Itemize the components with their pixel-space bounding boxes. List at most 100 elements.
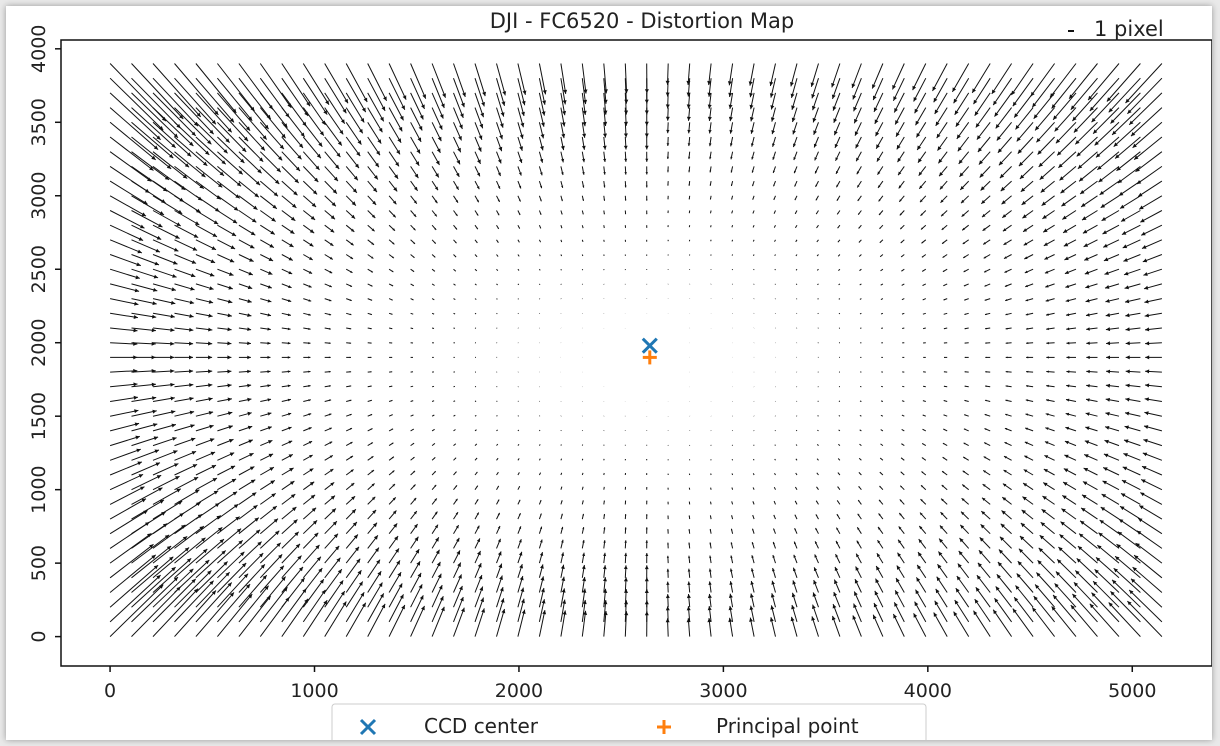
quiver-arrow (978, 549, 991, 564)
quiver-arrow (496, 499, 500, 505)
quiver-arrow (792, 567, 798, 578)
quiver-arrow (644, 565, 649, 578)
quiver-arrow (217, 283, 233, 290)
quiver-arrow (954, 92, 970, 116)
quiver-arrow (303, 327, 311, 330)
quiver-arrow (856, 180, 862, 188)
quiver-arrow (814, 541, 819, 549)
quiver-arrow (751, 541, 755, 549)
quiver-arrow (795, 254, 798, 257)
quiver-arrow (773, 528, 776, 534)
quiver-arrow (496, 312, 498, 315)
quiver-arrow (517, 239, 520, 243)
quiver-arrow (1085, 298, 1098, 303)
quiver-arrow (772, 554, 776, 564)
quiver-arrow (517, 136, 523, 151)
quiver-arrow (666, 581, 670, 593)
quiver-arrow (410, 195, 418, 205)
quiver-arrow (281, 77, 309, 117)
quiver-arrow (976, 121, 991, 140)
quiver-arrow (345, 469, 354, 476)
quiver-arrow (790, 616, 798, 637)
quiver-arrow (817, 283, 819, 286)
quiver-arrow (174, 396, 194, 402)
quiver-arrow (131, 63, 184, 120)
quiver-arrow (730, 180, 734, 187)
quiver-arrow (131, 545, 172, 579)
quiver-arrow (260, 398, 272, 402)
quiver-arrow (686, 593, 691, 608)
quiver-arrow (174, 424, 195, 432)
quiver-arrow (813, 136, 819, 148)
quiver-arrow (560, 486, 563, 490)
y-tick-label: 500 (28, 545, 50, 581)
quiver-arrow (281, 298, 292, 302)
quiver-arrow (1005, 298, 1012, 302)
quiver-arrow (560, 210, 563, 215)
quiver-arrow (1046, 384, 1055, 388)
quiver-arrow (835, 151, 841, 162)
quiver-arrow (496, 415, 498, 417)
quiver-arrow (1046, 356, 1055, 359)
quiver-arrow (1002, 224, 1012, 232)
quiver-arrow (453, 585, 463, 608)
quiver-arrow (474, 63, 486, 97)
quiver-arrow (388, 385, 393, 388)
quiver-arrow (915, 107, 927, 126)
quiver-arrow (367, 496, 376, 505)
quiver-arrow (109, 554, 157, 593)
quiver-arrow (1105, 312, 1120, 317)
quiver-arrow (995, 586, 1012, 608)
quiver-arrow (302, 210, 316, 221)
quiver-arrow (731, 225, 734, 228)
quiver-arrow (1083, 467, 1098, 476)
quiver-arrow (953, 611, 970, 637)
quiver-arrow (388, 92, 404, 121)
quiver-arrow (769, 63, 776, 87)
quiver-arrow (1040, 521, 1055, 535)
quiver-arrow (1064, 454, 1077, 461)
quiver-arrow (837, 239, 841, 243)
quiver-arrow (217, 77, 253, 122)
quiver-arrow (238, 92, 269, 130)
x-tick-label: 5000 (1108, 680, 1156, 702)
quiver-arrow (1003, 455, 1012, 461)
quiver-arrow (538, 180, 543, 189)
quiver-arrow (897, 166, 905, 176)
quiver-arrow (152, 298, 176, 305)
quiver-arrow (816, 472, 819, 476)
quiver-arrow (1106, 63, 1141, 102)
quiver-arrow (195, 490, 219, 505)
quiver-arrow (984, 428, 991, 432)
quiver-arrow (1043, 239, 1055, 247)
quiver-arrow (324, 327, 331, 330)
quiver-arrow (1042, 482, 1055, 491)
quiver-arrow (728, 107, 734, 122)
quiver-arrow (1049, 63, 1077, 98)
quiver-arrow (474, 283, 477, 286)
quiver-arrow (431, 180, 439, 191)
quiver-arrow (878, 210, 884, 216)
quiver-arrow (1060, 180, 1077, 194)
quiver-arrow (1001, 210, 1012, 219)
quiver-arrow (538, 151, 544, 163)
quiver-arrow (109, 121, 157, 161)
quiver-arrow (260, 268, 273, 275)
quiver-arrow (217, 355, 232, 360)
quiver-arrow (496, 525, 501, 534)
quiver-arrow (1079, 180, 1098, 195)
quiver-arrow (687, 568, 691, 578)
quiver-arrow (560, 268, 562, 271)
quiver-arrow (895, 122, 905, 138)
quiver-arrow (174, 590, 217, 637)
quiver-arrow (195, 327, 213, 332)
quiver-arrow (896, 565, 905, 579)
quiver-arrow (388, 268, 394, 273)
quiver-arrow (259, 107, 286, 139)
quiver-arrow (897, 552, 905, 564)
quiver-arrow (152, 578, 197, 623)
quiver-arrow (813, 579, 819, 593)
quiver-arrow (217, 573, 249, 608)
quiver-arrow (1082, 224, 1098, 234)
quiver-arrow (238, 479, 256, 491)
